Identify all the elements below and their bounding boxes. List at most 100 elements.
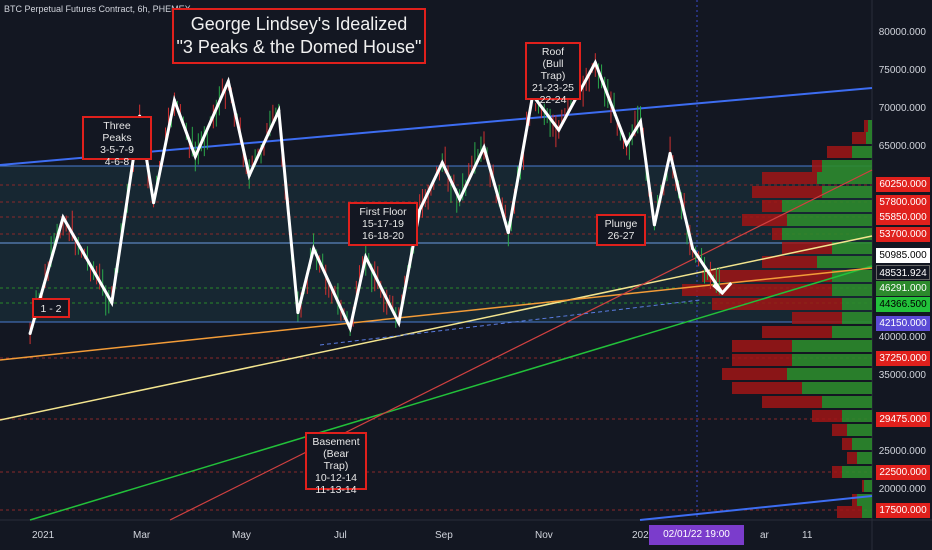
path-vertex xyxy=(296,311,300,315)
vp-bar-down xyxy=(782,242,832,254)
x-tick: Sep xyxy=(435,530,453,541)
vp-bar-down xyxy=(752,186,822,198)
vp-bar-down xyxy=(732,354,792,366)
price-label: 37250.000 xyxy=(876,351,930,366)
vp-bar-down xyxy=(852,494,857,506)
vp-bar-up xyxy=(782,228,872,240)
blue-channel-lower xyxy=(639,495,873,521)
vp-bar-down xyxy=(832,466,842,478)
annotation-one-two: 1 - 2 xyxy=(32,298,70,318)
path-vertex xyxy=(639,120,643,124)
first-floor-l3: 16-18-20 xyxy=(361,230,405,242)
x-tick: 202 xyxy=(632,530,649,541)
path-vertex xyxy=(593,61,597,65)
vp-bar-down xyxy=(742,214,787,226)
orange-trendline xyxy=(0,267,873,361)
vp-bar-up xyxy=(862,506,872,518)
x-tick: ar xyxy=(760,530,769,541)
price-label: 60250.000 xyxy=(876,177,930,192)
vp-bar-up xyxy=(792,354,872,366)
vp-bar-up xyxy=(842,410,872,422)
yellow-trendline xyxy=(0,235,873,421)
x-tick: Jul xyxy=(334,530,347,541)
symbol-header: BTC Perpetual Futures Contract, 6h, PHEM… xyxy=(4,4,191,14)
red-trendline xyxy=(169,169,873,521)
path-vertex xyxy=(226,79,230,83)
vp-bar-up xyxy=(832,284,872,296)
title-line-1: George Lindsey's Idealized xyxy=(190,14,408,34)
first-floor-l2: 15-17-19 xyxy=(361,218,405,230)
vp-bar-up xyxy=(782,200,872,212)
vp-bar-up xyxy=(852,146,872,158)
price-label: 55850.000 xyxy=(876,210,930,225)
vp-bar-up xyxy=(842,298,872,310)
three-peaks-l1: Three Peaks xyxy=(102,120,132,144)
price-label: 17500.000 xyxy=(876,503,930,518)
annotation-basement: Basement (Bear Trap) 10-12-14 11-13-14 xyxy=(305,432,367,496)
plunge-arrowhead xyxy=(712,281,733,296)
x-tick: 2021 xyxy=(32,530,55,541)
vp-bar-down xyxy=(847,452,857,464)
vp-bar-down xyxy=(722,368,787,380)
path-vertex xyxy=(152,201,156,205)
vp-bar-up xyxy=(832,270,872,282)
roof-l1: Roof xyxy=(541,46,565,58)
vp-bar-down xyxy=(762,326,832,338)
vp-bar-down xyxy=(792,312,842,324)
path-vertex xyxy=(348,326,352,330)
vp-bar-up xyxy=(842,466,872,478)
vp-bar-down xyxy=(832,424,847,436)
y-tick: 65000.000 xyxy=(878,141,926,152)
vp-bar-up xyxy=(802,382,872,394)
plunge-l2: 26-27 xyxy=(607,230,635,242)
path-vertex xyxy=(625,142,629,146)
vp-bar-down xyxy=(827,146,852,158)
price-label: 22500.000 xyxy=(876,465,930,480)
y-tick: 70000.000 xyxy=(878,103,926,114)
path-vertex xyxy=(557,128,561,132)
path-vertex xyxy=(397,321,401,325)
path-vertex xyxy=(61,215,65,219)
vp-bar-down xyxy=(712,298,842,310)
vp-bar-down xyxy=(812,160,822,172)
path-vertex xyxy=(418,208,422,212)
vp-bar-up xyxy=(787,214,872,226)
vp-bar-down xyxy=(762,200,782,212)
path-vertex xyxy=(482,145,486,149)
vp-bar-up xyxy=(832,326,872,338)
volume-profile xyxy=(682,120,872,518)
x-tick: May xyxy=(232,530,251,541)
price-label: 57800.000 xyxy=(876,195,930,210)
path-vertex xyxy=(247,173,251,177)
vp-bar-up xyxy=(842,312,872,324)
price-label: 48531.924 xyxy=(876,265,930,280)
price-label: 53700.000 xyxy=(876,227,930,242)
idealized-price-path xyxy=(28,59,733,336)
vp-bar-down xyxy=(852,132,866,144)
price-label: 46291.000 xyxy=(876,281,930,296)
annotation-first-floor: First Floor 15-17-19 16-18-20 xyxy=(348,202,418,246)
price-label: 44366.500 xyxy=(876,297,930,312)
vp-bar-down xyxy=(772,228,782,240)
vp-bar-down xyxy=(812,410,842,422)
vp-bar-up xyxy=(817,256,872,268)
basement-l1: Basement xyxy=(312,436,360,448)
basement-l3: 10-12-14 xyxy=(314,472,358,484)
vp-bar-down xyxy=(762,172,817,184)
path-vertex xyxy=(506,231,510,235)
path-vertex xyxy=(193,154,197,158)
chart-title: George Lindsey's Idealized "3 Peaks & th… xyxy=(172,8,426,64)
path-vertex xyxy=(440,161,444,165)
y-tick: 25000.000 xyxy=(878,446,926,457)
vp-bar-up xyxy=(792,340,872,352)
y-tick: 20000.000 xyxy=(878,484,926,495)
vp-bar-up xyxy=(864,480,872,492)
price-label: 42150.000 xyxy=(876,316,930,331)
plunge-l1: Plunge xyxy=(604,218,638,230)
vp-bar-up xyxy=(852,438,872,450)
crosshair-time-badge: 02/01/22 19:00 xyxy=(649,525,744,545)
vp-bar-up xyxy=(817,172,872,184)
vp-bar-down xyxy=(732,382,802,394)
vp-bar-down xyxy=(862,480,864,492)
